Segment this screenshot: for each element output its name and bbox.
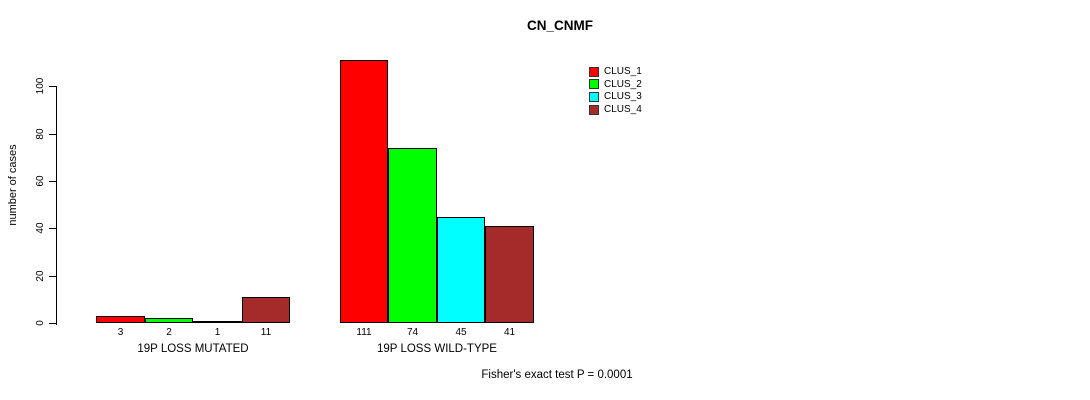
legend-label-clus-4: CLUS_4 <box>604 104 642 115</box>
bar-value-label: 3 <box>117 327 124 338</box>
legend-label-clus-1: CLUS_1 <box>604 66 642 77</box>
bar-clus_2-group2 <box>388 148 437 323</box>
y-tick <box>49 323 57 324</box>
y-axis-line <box>56 87 57 325</box>
y-tick-label: 60 <box>35 175 46 187</box>
bar-clus_2-group1 <box>145 318 193 323</box>
x-group-label-wild-type: 19P LOSS WILD-TYPE <box>377 343 497 355</box>
bar-clus_3-group1 <box>193 321 242 323</box>
legend-item-clus-1: CLUS_1 <box>589 66 642 77</box>
legend-swatch-clus-3-icon <box>589 91 599 102</box>
legend-swatch-clus-1-icon <box>589 66 599 77</box>
bar-value-label: 41 <box>503 327 516 338</box>
legend-label-clus-2: CLUS_2 <box>604 78 642 90</box>
bar-clus_1-group1 <box>96 316 145 323</box>
bar-value-label: 45 <box>455 327 467 338</box>
legend-swatch-clus-2-icon <box>589 79 599 90</box>
x-group-label-mutated: 19P LOSS MUTATED <box>137 343 249 355</box>
y-tick <box>49 276 57 277</box>
legend-swatch-clus-4-icon <box>589 104 599 115</box>
bar-value-label: 111 <box>356 327 372 338</box>
y-tick-label: 40 <box>35 222 46 234</box>
bar-value-label: 1 <box>214 327 221 338</box>
y-tick-label: 20 <box>35 270 46 282</box>
bar-value-label: 2 <box>166 327 172 338</box>
y-tick-label: 0 <box>35 320 46 326</box>
legend-item-clus-4: CLUS_4 <box>589 104 642 115</box>
y-axis-label: number of cases <box>7 144 19 226</box>
legend-label-clus-3: CLUS_3 <box>604 91 642 103</box>
fisher-test-footnote: Fisher's exact test P = 0.0001 <box>481 369 633 381</box>
legend-item-clus-2: CLUS_2 <box>589 79 642 90</box>
bar-clus_1-group2 <box>340 60 388 323</box>
bar-clus_3-group2 <box>437 217 485 323</box>
y-tick <box>49 134 57 135</box>
bar-value-label: 11 <box>260 327 272 338</box>
legend-item-clus-3: CLUS_3 <box>589 91 642 102</box>
chart-title: CN_CNMF <box>527 18 593 33</box>
y-tick <box>49 228 57 229</box>
y-tick-label: 100 <box>35 77 46 95</box>
bar-clus_4-group1 <box>242 297 290 323</box>
y-tick-label: 80 <box>35 128 46 140</box>
bar-clus_4-group2 <box>485 226 534 323</box>
bar-value-label: 74 <box>406 327 419 338</box>
y-tick <box>49 181 57 182</box>
y-tick <box>49 86 57 87</box>
